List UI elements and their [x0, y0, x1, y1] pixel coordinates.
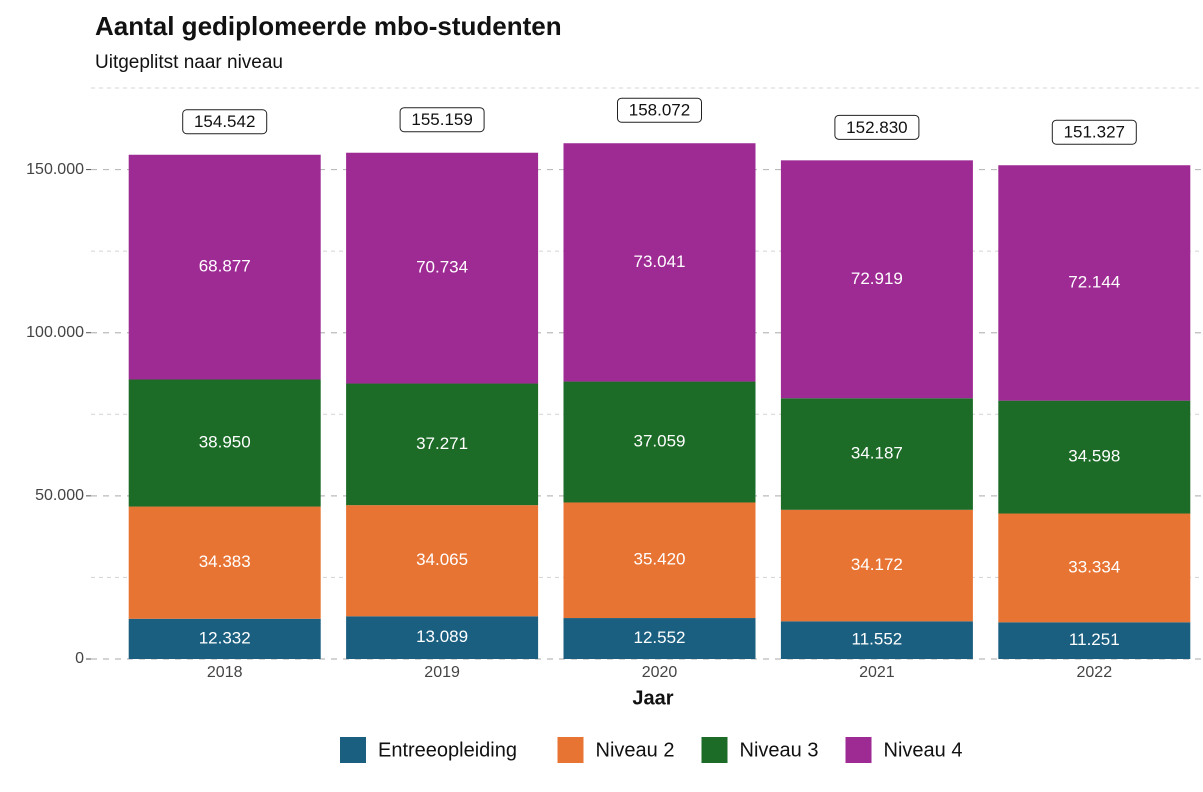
total-label: 154.542 [194, 112, 255, 131]
total-label-box: 158.072 [617, 97, 702, 123]
total-box [182, 109, 268, 135]
value-label: 34.598 [1068, 447, 1120, 466]
legend-swatch [845, 737, 872, 763]
value-label: 70.734 [416, 258, 468, 277]
value-label: 72.919 [851, 269, 903, 288]
bar-segment [563, 143, 756, 382]
bar-segment [998, 622, 1191, 659]
bar-segment [998, 400, 1191, 514]
value-label: 35.420 [634, 550, 686, 569]
total-box [1051, 119, 1137, 145]
x-tick-label: 2018 [207, 664, 243, 681]
total-label-box: 155.159 [399, 107, 485, 133]
total-box [399, 107, 485, 133]
value-label: 34.383 [199, 552, 251, 571]
value-label: 12.332 [199, 628, 251, 647]
y-tick-label: 100.000 [26, 324, 84, 341]
bar-segment [128, 506, 321, 619]
legend-label: Niveau 4 [884, 739, 963, 761]
value-label: 12.552 [634, 628, 686, 647]
value-label: 11.251 [1069, 630, 1120, 649]
legend-label: Entreeopleiding [378, 739, 517, 761]
value-label: 37.271 [416, 434, 468, 453]
value-label: 38.950 [199, 433, 251, 452]
bar-segment [998, 513, 1191, 623]
x-tick-label: 2019 [424, 664, 460, 681]
bar-segment [563, 502, 756, 619]
y-tick-label: 50.000 [35, 487, 84, 504]
chart-subtitle: Uitgeplitst naar niveau [95, 52, 283, 73]
total-label-box: 151.327 [1051, 119, 1137, 145]
legend-label: Niveau 3 [740, 739, 819, 761]
total-label-box: 152.830 [834, 114, 920, 140]
bar-segment [346, 152, 539, 384]
value-label: 11.552 [852, 630, 903, 649]
bar-segment [780, 509, 973, 622]
bar-segment [780, 398, 973, 510]
value-label: 68.877 [199, 257, 251, 276]
value-label: 13.089 [416, 627, 468, 646]
total-box [834, 114, 920, 140]
value-label: 72.144 [1068, 272, 1120, 291]
value-label: 37.059 [634, 431, 686, 450]
bar-segment [346, 383, 539, 506]
total-label: 155.159 [411, 110, 472, 129]
value-label: 33.334 [1068, 557, 1120, 576]
legend-swatch [557, 737, 584, 763]
value-label: 34.065 [416, 550, 468, 569]
value-label: 34.187 [851, 444, 903, 463]
total-label: 151.327 [1064, 123, 1125, 142]
bar-segment [128, 618, 321, 659]
x-tick-label: 2022 [1077, 664, 1113, 681]
x-tick-label: 2020 [642, 664, 678, 681]
bar-segment [563, 618, 756, 659]
legend-swatch [701, 737, 728, 763]
total-label: 158.072 [629, 101, 690, 120]
bar-segment [128, 154, 321, 380]
x-tick-label: 2021 [859, 664, 895, 681]
bar-segment [128, 379, 321, 507]
value-label: 34.172 [851, 555, 903, 574]
chart-title: Aantal gediplomeerde mbo-studenten [95, 11, 562, 41]
bar-segment [346, 505, 539, 617]
bar-segment [346, 616, 539, 659]
bar-segment [780, 621, 973, 659]
y-tick-label: 150.000 [26, 161, 84, 178]
x-axis-label: Jaar [632, 687, 673, 709]
bar-segment [998, 165, 1191, 401]
legend-label: Niveau 2 [596, 739, 675, 761]
total-box [617, 97, 702, 123]
legend-swatch [340, 737, 366, 763]
y-tick-label: 0 [75, 650, 84, 667]
value-label: 73.041 [634, 252, 686, 271]
total-label-box: 154.542 [182, 109, 268, 135]
bar-segment [563, 381, 756, 503]
bar-segment [780, 160, 973, 399]
total-label: 152.830 [846, 118, 907, 137]
